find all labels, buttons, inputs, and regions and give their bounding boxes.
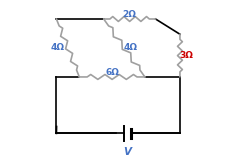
Text: 6Ω: 6Ω [105,68,119,77]
Text: 3Ω: 3Ω [179,51,193,60]
Text: 4Ω: 4Ω [123,43,137,52]
Text: 2Ω: 2Ω [123,10,137,19]
Text: V: V [123,147,131,157]
Text: 4Ω: 4Ω [50,43,64,52]
